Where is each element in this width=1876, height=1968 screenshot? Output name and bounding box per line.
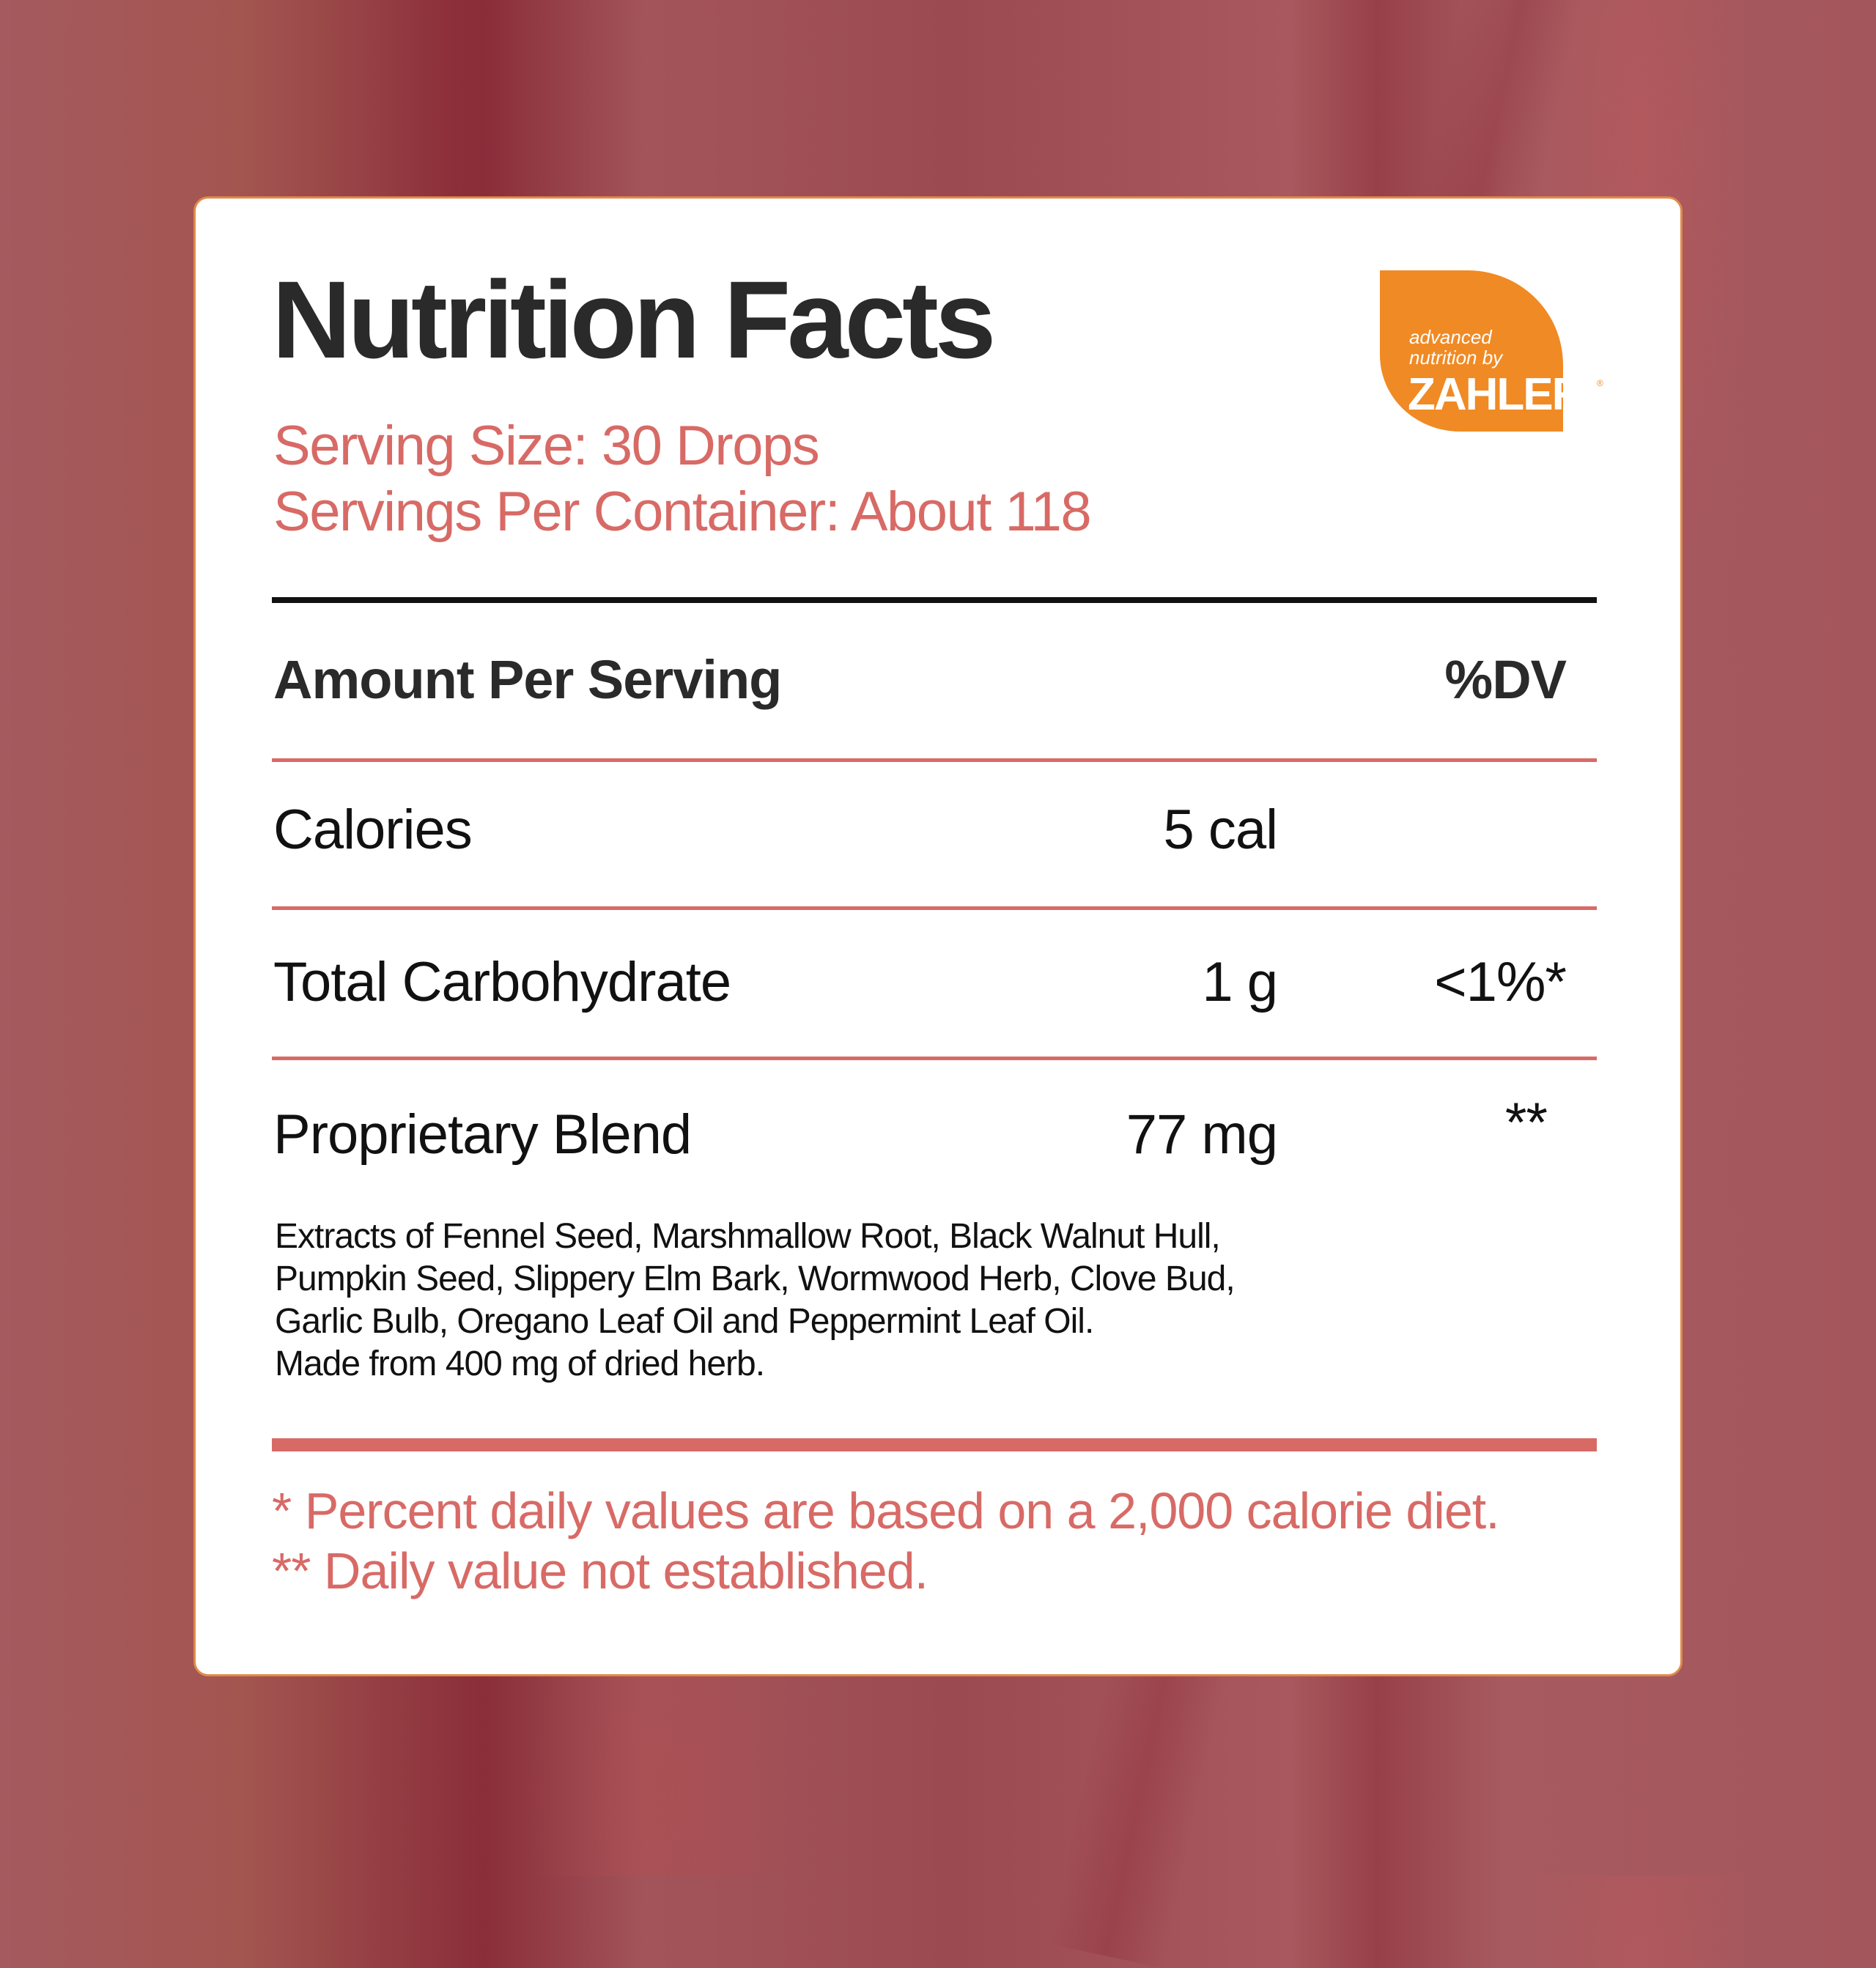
- ingredients-line: Garlic Bulb, Oregano Leaf Oil and Pepper…: [275, 1302, 1094, 1341]
- divider: [272, 758, 1597, 762]
- nutrition-facts-panel: Nutrition Facts Serving Size: 30 Drops S…: [193, 196, 1683, 1676]
- ingredients-list: Extracts of Fennel Seed, Marshmallow Roo…: [275, 1216, 1447, 1386]
- logo-tagline-2: nutrition by: [1409, 347, 1504, 369]
- row-amount: 1 g: [1202, 951, 1278, 1013]
- amount-per-serving-label: Amount Per Serving: [273, 649, 782, 710]
- servings-per-container: Servings Per Container: About 118: [273, 481, 1092, 543]
- ingredients-line: Made from 400 mg of dried herb.: [275, 1344, 765, 1383]
- dv-header: %DV: [1444, 649, 1567, 710]
- footnote-daily-values: * Percent daily values are based on a 2,…: [272, 1482, 1500, 1539]
- registered-mark: ®: [1597, 378, 1603, 388]
- panel-title: Nutrition Facts: [272, 258, 996, 381]
- serving-size: Serving Size: 30 Drops: [273, 415, 820, 477]
- ingredients-line: Extracts of Fennel Seed, Marshmallow Roo…: [275, 1217, 1221, 1256]
- leaf-logo-icon: advanced nutrition by ZAHLER ®: [1380, 270, 1603, 432]
- divider-black: [272, 597, 1597, 603]
- table-row-proprietary-blend: Proprietary Blend 77 mg **: [272, 1091, 1597, 1179]
- row-label: Calories: [273, 799, 473, 861]
- divider: [272, 1057, 1597, 1060]
- divider: [272, 906, 1597, 910]
- row-amount: 5 cal: [1163, 799, 1278, 861]
- table-row-calories: Calories 5 cal: [272, 786, 1597, 874]
- footnote-not-established: ** Daily value not established.: [272, 1542, 928, 1599]
- logo-tagline-1: advanced: [1409, 326, 1493, 348]
- divider-thick: [272, 1438, 1597, 1451]
- row-dv: **: [1504, 1092, 1548, 1154]
- table-row-total-carbohydrate: Total Carbohydrate 1 g <1%*: [272, 939, 1597, 1026]
- row-label: Total Carbohydrate: [273, 951, 731, 1013]
- row-dv: <1%*: [1434, 951, 1567, 1013]
- table-header-row: Amount Per Serving %DV: [272, 636, 1597, 724]
- ingredients-line: Pumpkin Seed, Slippery Elm Bark, Wormwoo…: [275, 1259, 1236, 1298]
- zahler-logo: advanced nutrition by ZAHLER ®: [1380, 270, 1609, 432]
- row-label: Proprietary Blend: [273, 1103, 692, 1166]
- row-amount: 77 mg: [1126, 1103, 1278, 1166]
- logo-wordmark: ZAHLER: [1408, 369, 1584, 420]
